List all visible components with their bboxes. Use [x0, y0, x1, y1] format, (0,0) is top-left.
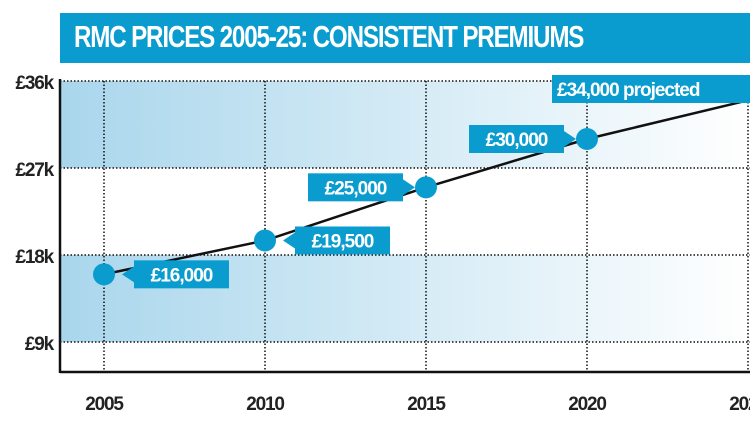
data-label-box — [308, 173, 403, 202]
data-label-box — [295, 226, 390, 255]
data-point — [415, 176, 437, 199]
data-label: £25,000 — [325, 178, 387, 199]
y-tick-label: £18k — [16, 247, 55, 268]
y-tick-label: £36k — [16, 73, 55, 94]
data-point — [93, 263, 115, 286]
data-point — [576, 128, 598, 150]
data-point — [254, 229, 276, 252]
data-label-box — [552, 75, 750, 103]
data-label-pointer — [564, 131, 576, 147]
y-tick-label: £9k — [25, 334, 55, 355]
x-tick-label: 2005 — [85, 394, 124, 415]
y-tick-label: £27k — [16, 160, 55, 181]
x-tick-label: 2010 — [246, 394, 284, 415]
data-label: £19,500 — [312, 232, 374, 253]
data-label-box — [469, 125, 564, 153]
x-tick-label: 2020 — [568, 394, 606, 415]
x-tick-label: 2025 — [729, 394, 750, 415]
data-label: £30,000 — [486, 130, 548, 151]
data-label-box — [134, 260, 229, 289]
x-tick-label: 2015 — [407, 394, 446, 415]
data-label-pointer — [283, 232, 295, 249]
data-label-pointer — [403, 179, 415, 196]
data-label: £16,000 — [151, 265, 213, 286]
data-label-pointer — [122, 266, 134, 283]
title-bar: RMC PRICES 2005-25: CONSISTENT PREMIUMS — [60, 13, 750, 63]
chart-title: RMC PRICES 2005-25: CONSISTENT PREMIUMS — [74, 19, 584, 54]
data-label-projected: £34,000 projected — [557, 80, 700, 101]
